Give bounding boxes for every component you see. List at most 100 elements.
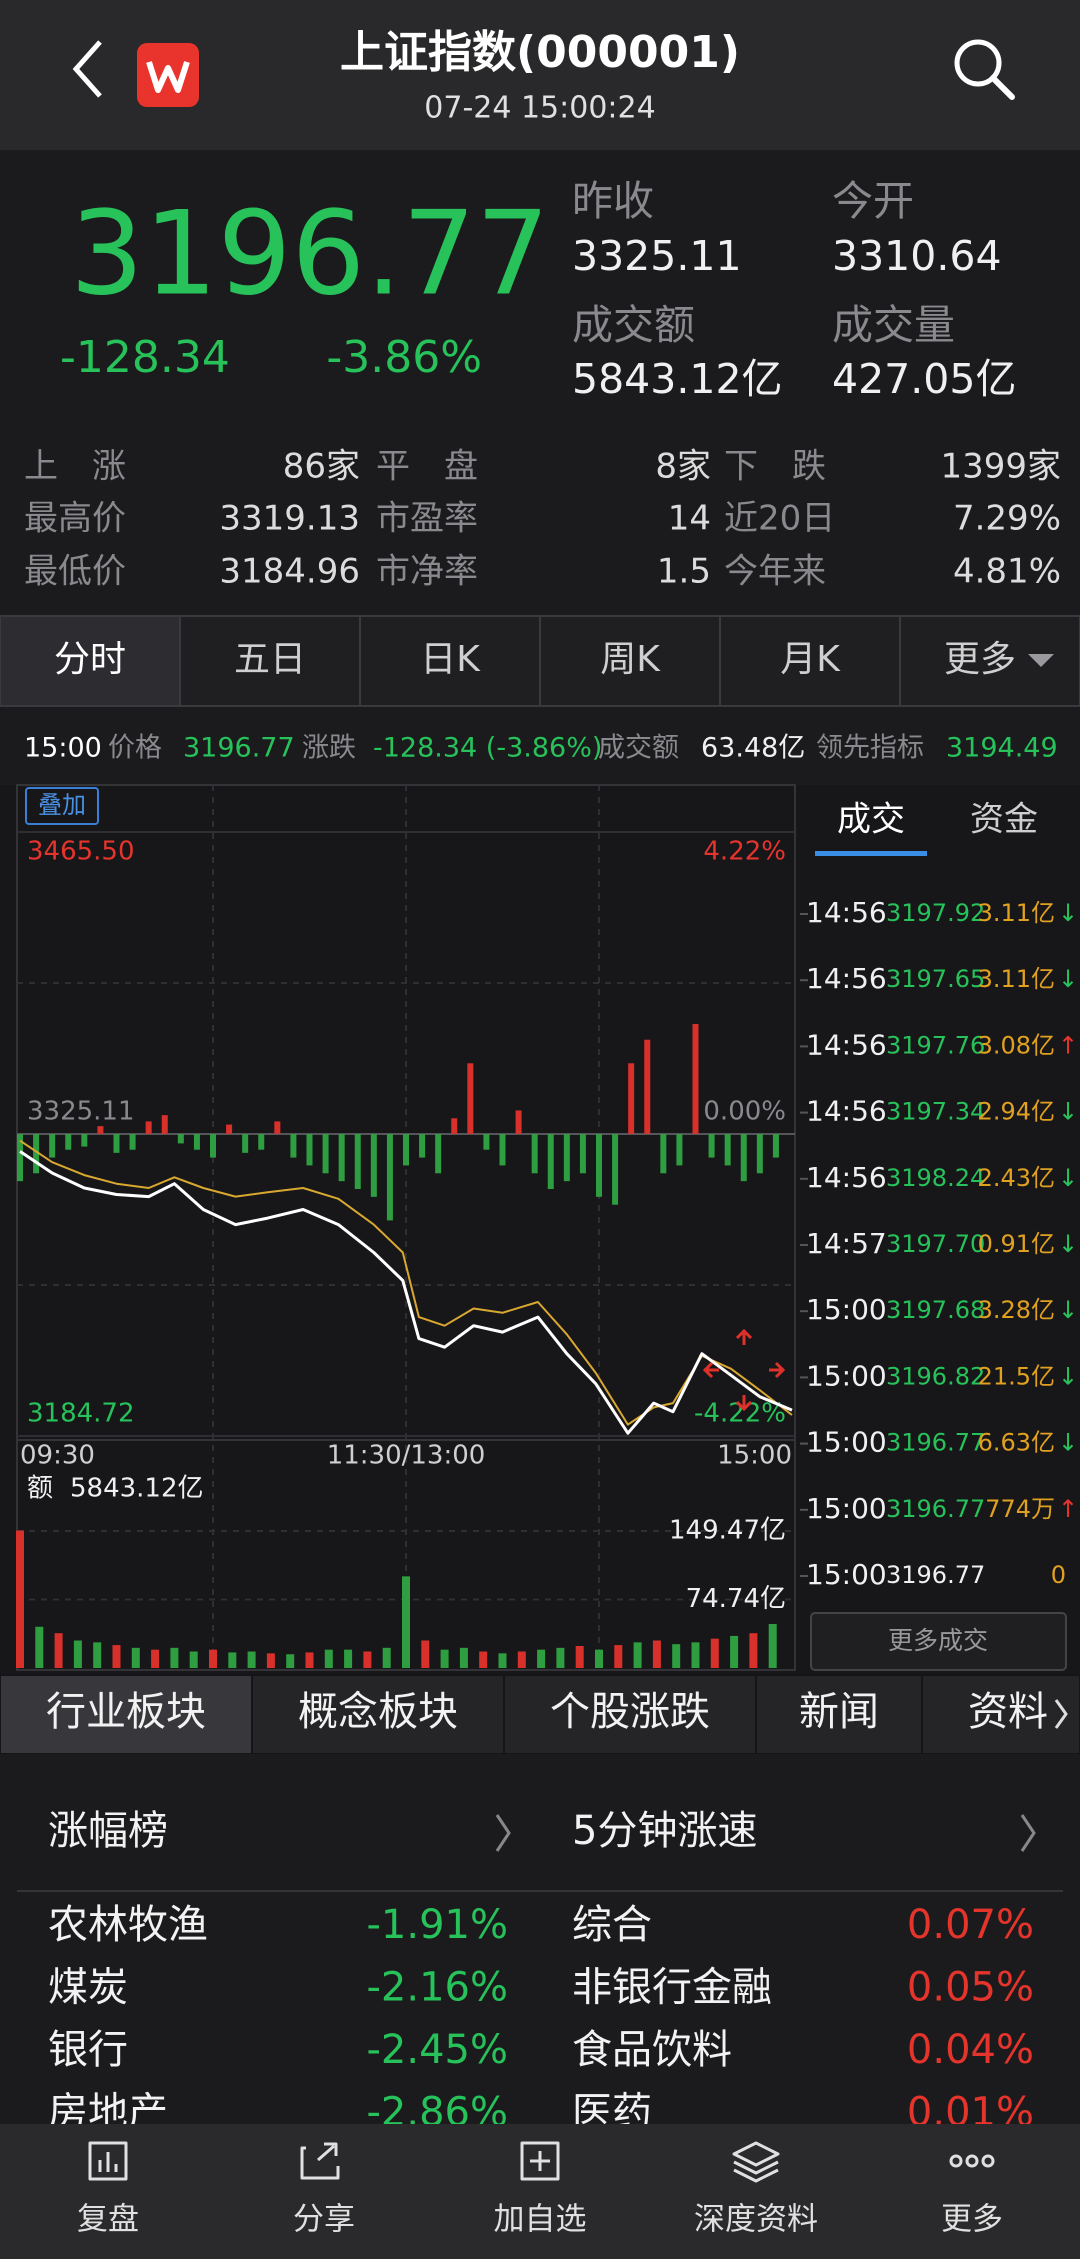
indicator-bar bbox=[692, 1024, 699, 1134]
volume-bar bbox=[73, 1640, 82, 1668]
ranking-name[interactable]: 综合 bbox=[572, 1902, 652, 1948]
search-handle bbox=[990, 75, 1015, 100]
price-change-pct: -3.86% bbox=[326, 332, 482, 383]
trade-time: 15:00 bbox=[806, 1293, 887, 1326]
volume-bar bbox=[749, 1633, 758, 1668]
chart-tab-label[interactable]: 月K bbox=[780, 639, 841, 680]
trade-time: 15:00 bbox=[806, 1558, 887, 1591]
dropdown-icon bbox=[1028, 654, 1054, 667]
indicator-bar bbox=[772, 1134, 779, 1158]
stat-label: 上 涨 bbox=[24, 447, 126, 487]
chart-tab[interactable] bbox=[539, 615, 721, 707]
info-item: 3194.49 bbox=[946, 733, 1058, 764]
chevron bbox=[1020, 1814, 1036, 1852]
indicator-bar bbox=[210, 1134, 216, 1158]
sector-tab[interactable] bbox=[251, 1674, 505, 1755]
chart-tab-label[interactable]: 周K bbox=[600, 639, 661, 680]
chart-tab-label[interactable]: 分时 bbox=[54, 639, 126, 680]
chart-tab[interactable] bbox=[359, 615, 541, 707]
overlay-button[interactable] bbox=[25, 787, 99, 825]
indicator-bar bbox=[161, 1115, 168, 1134]
field-label: 成交额 bbox=[572, 301, 695, 349]
nav-icon[interactable] bbox=[520, 2141, 560, 2181]
indicator-bar bbox=[644, 1039, 651, 1134]
nav-icon[interactable] bbox=[732, 2141, 780, 2183]
overlay-button-label[interactable]: 叠加 bbox=[38, 791, 86, 819]
trade-time: 15:00 bbox=[806, 1492, 887, 1525]
price-line bbox=[19, 1150, 793, 1435]
search-button[interactable] bbox=[954, 39, 1002, 87]
sector-tab-label[interactable]: 行业板块 bbox=[46, 1689, 206, 1735]
trade-volume: 21.5亿 bbox=[978, 1362, 1055, 1390]
ranking-title[interactable]: 5分钟涨速 bbox=[572, 1808, 757, 1854]
trade-price: 3197.68 bbox=[886, 1296, 985, 1324]
ranking-name[interactable]: 食品饮料 bbox=[572, 2027, 732, 2073]
chart-tab[interactable] bbox=[0, 615, 181, 707]
sector-tab-label[interactable]: 资料 bbox=[968, 1689, 1048, 1735]
sector-tab[interactable] bbox=[921, 1674, 1080, 1755]
chart-tab[interactable] bbox=[179, 615, 361, 707]
trade-time: 14:56 bbox=[806, 1028, 887, 1061]
indicator-bar bbox=[756, 1134, 763, 1174]
stat-label: 平 盘 bbox=[376, 447, 478, 487]
trade-arrow: ↓ bbox=[1058, 1362, 1078, 1390]
more-trades-label[interactable]: 更多成交 bbox=[888, 1626, 988, 1655]
sector-tab-label[interactable]: 概念板块 bbox=[298, 1689, 458, 1735]
stat-value: 7.29% bbox=[953, 499, 1061, 539]
volume-bar bbox=[112, 1645, 121, 1668]
trade-price: 3197.92 bbox=[886, 899, 985, 927]
trade-volume: 2.94亿 bbox=[978, 1098, 1055, 1126]
info-item: 15:00 bbox=[24, 733, 102, 764]
trade-arrow: ↓ bbox=[1058, 1098, 1078, 1126]
ranking-name[interactable]: 煤炭 bbox=[48, 1965, 128, 2011]
nav-icon[interactable] bbox=[88, 2141, 128, 2181]
sector-tab[interactable] bbox=[755, 1674, 923, 1755]
nav-icon[interactable] bbox=[300, 2142, 340, 2180]
indicator-bar bbox=[322, 1134, 329, 1174]
trade-tab[interactable]: 成交 bbox=[837, 800, 905, 840]
chart-tab-label[interactable]: 更多 bbox=[944, 639, 1016, 680]
info-item: -128.34 (-3.86%) bbox=[373, 733, 602, 764]
y-tick-label: 3184.72 bbox=[27, 1399, 135, 1429]
volume-bar bbox=[479, 1651, 488, 1668]
indicator-bar bbox=[628, 1063, 635, 1134]
volume-bar bbox=[382, 1647, 391, 1668]
sector-tab-label[interactable]: 新闻 bbox=[799, 1689, 879, 1735]
indicator-bar bbox=[65, 1134, 72, 1150]
ranking-name[interactable]: 银行 bbox=[48, 2027, 128, 2073]
nav-label[interactable]: 分享 bbox=[293, 2202, 355, 2238]
ranking-name[interactable]: 农林牧渔 bbox=[48, 1902, 208, 1948]
indicator-bar bbox=[660, 1134, 667, 1174]
volume-bar bbox=[247, 1651, 256, 1668]
stat-label: 今年来 bbox=[724, 552, 826, 592]
chart-tab-label[interactable]: 日K bbox=[420, 639, 481, 680]
ranking-name[interactable]: 非银行金融 bbox=[572, 1965, 772, 2011]
ranking-value: -2.16% bbox=[366, 1965, 508, 2011]
trade-time: 14:56 bbox=[806, 896, 887, 929]
nav-icon[interactable] bbox=[949, 2154, 963, 2168]
zoom-icon[interactable] bbox=[702, 1328, 786, 1412]
nav-label[interactable]: 更多 bbox=[941, 2202, 1003, 2238]
sector-tab[interactable] bbox=[0, 1674, 253, 1755]
y-tick-label: 3465.50 bbox=[27, 837, 135, 867]
stat-label: 最低价 bbox=[24, 552, 126, 592]
stat-label: 近20日 bbox=[724, 499, 835, 539]
more-trades-button[interactable] bbox=[810, 1612, 1067, 1671]
info-item: 63.48亿 bbox=[701, 733, 805, 764]
indicator-bar bbox=[547, 1134, 554, 1189]
nav-label[interactable]: 复盘 bbox=[77, 2202, 139, 2238]
nav-icon[interactable] bbox=[965, 2154, 979, 2168]
ranking-title[interactable]: 涨幅榜 bbox=[48, 1808, 168, 1854]
sector-tab-label[interactable]: 个股涨跌 bbox=[550, 1689, 710, 1735]
nav-label[interactable]: 深度资料 bbox=[694, 2202, 818, 2238]
trade-tab[interactable]: 资金 bbox=[970, 800, 1038, 840]
sector-tab[interactable] bbox=[503, 1674, 757, 1755]
volume-bar bbox=[402, 1576, 410, 1668]
chart-tab[interactable] bbox=[899, 615, 1080, 707]
nav-label[interactable]: 加自选 bbox=[494, 2202, 587, 2238]
chart-tab-label[interactable]: 五日 bbox=[234, 639, 306, 680]
trade-volume: 3.11亿 bbox=[978, 965, 1055, 993]
volume-bar bbox=[170, 1647, 179, 1668]
nav-icon[interactable] bbox=[981, 2154, 995, 2168]
back-button[interactable] bbox=[72, 40, 102, 98]
